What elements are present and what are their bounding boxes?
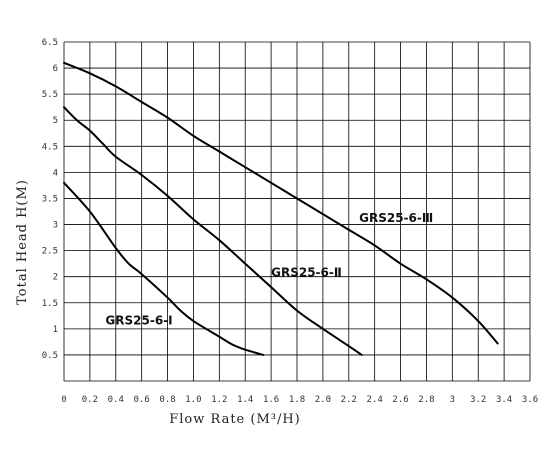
- x-tick-label: 1.2: [211, 395, 227, 405]
- x-tick-label: 1.8: [289, 395, 305, 405]
- y-tick-label: 2.5: [42, 247, 58, 257]
- y-tick-label: 2: [53, 273, 58, 283]
- x-axis-title: Flow Rate (M³/H): [169, 412, 301, 427]
- y-tick-label: 4: [53, 168, 58, 178]
- series-label-3: GRS25-6-Ⅲ: [359, 211, 433, 225]
- x-tick-label: 0.2: [82, 395, 98, 405]
- x-tick-label: 0.8: [159, 395, 175, 405]
- series-line-2: [63, 106, 363, 356]
- x-tick-label: 1.0: [185, 395, 201, 405]
- series-labels: GRS25-6-Ⅰ GRS25-6-Ⅱ GRS25-6-Ⅲ: [105, 211, 433, 328]
- x-tick-label: 1.6: [263, 395, 279, 405]
- x-tick-label: 1.4: [237, 395, 253, 405]
- series-label-2: GRS25-6-Ⅱ: [271, 266, 342, 280]
- y-tick-label: 0.5: [42, 351, 58, 361]
- x-tick-label: 3: [450, 395, 455, 405]
- series-label-1: GRS25-6-Ⅰ: [105, 314, 172, 328]
- y-tick-label: 3: [53, 221, 58, 231]
- series-line-3: [63, 61, 499, 345]
- y-tick-label: 1: [53, 325, 58, 335]
- series-curves: [63, 61, 499, 356]
- y-tick-label: 5.5: [42, 90, 58, 100]
- x-tick-label: 0.6: [134, 395, 150, 405]
- series-line-1: [63, 181, 265, 356]
- x-tick-label: 2.6: [392, 395, 408, 405]
- y-tick-label: 6.5: [42, 38, 58, 48]
- y-tick-labels: 0.5 1 1.5 2 2.5 3 3.5 4 4.5 5 5.5 6 6.5: [42, 38, 58, 361]
- y-tick-label: 6: [53, 64, 58, 74]
- x-tick-label: 3.4: [496, 395, 512, 405]
- x-tick-labels: 0 0.2 0.4 0.6 0.8 1.0 1.2 1.4 1.6 1.8 2.0 2.2 2.4 2.6…: [61, 395, 538, 405]
- x-tick-label: 2.2: [341, 395, 357, 405]
- x-tick-label: 2.4: [367, 395, 383, 405]
- x-tick-label: 0: [61, 395, 66, 405]
- x-tick-label: 3.6: [522, 395, 538, 405]
- grid: [63, 41, 531, 382]
- y-tick-label: 1.5: [42, 299, 58, 309]
- x-tick-label: 2.8: [418, 395, 434, 405]
- y-axis-title: Total Head H(M): [15, 179, 30, 305]
- y-tick-label: 4.5: [42, 142, 58, 152]
- y-tick-label: 3.5: [42, 194, 58, 204]
- x-tick-label: 3.2: [470, 395, 486, 405]
- x-tick-label: 2.0: [315, 395, 331, 405]
- x-tick-label: 0.4: [108, 395, 124, 405]
- y-tick-label: 5: [53, 116, 58, 126]
